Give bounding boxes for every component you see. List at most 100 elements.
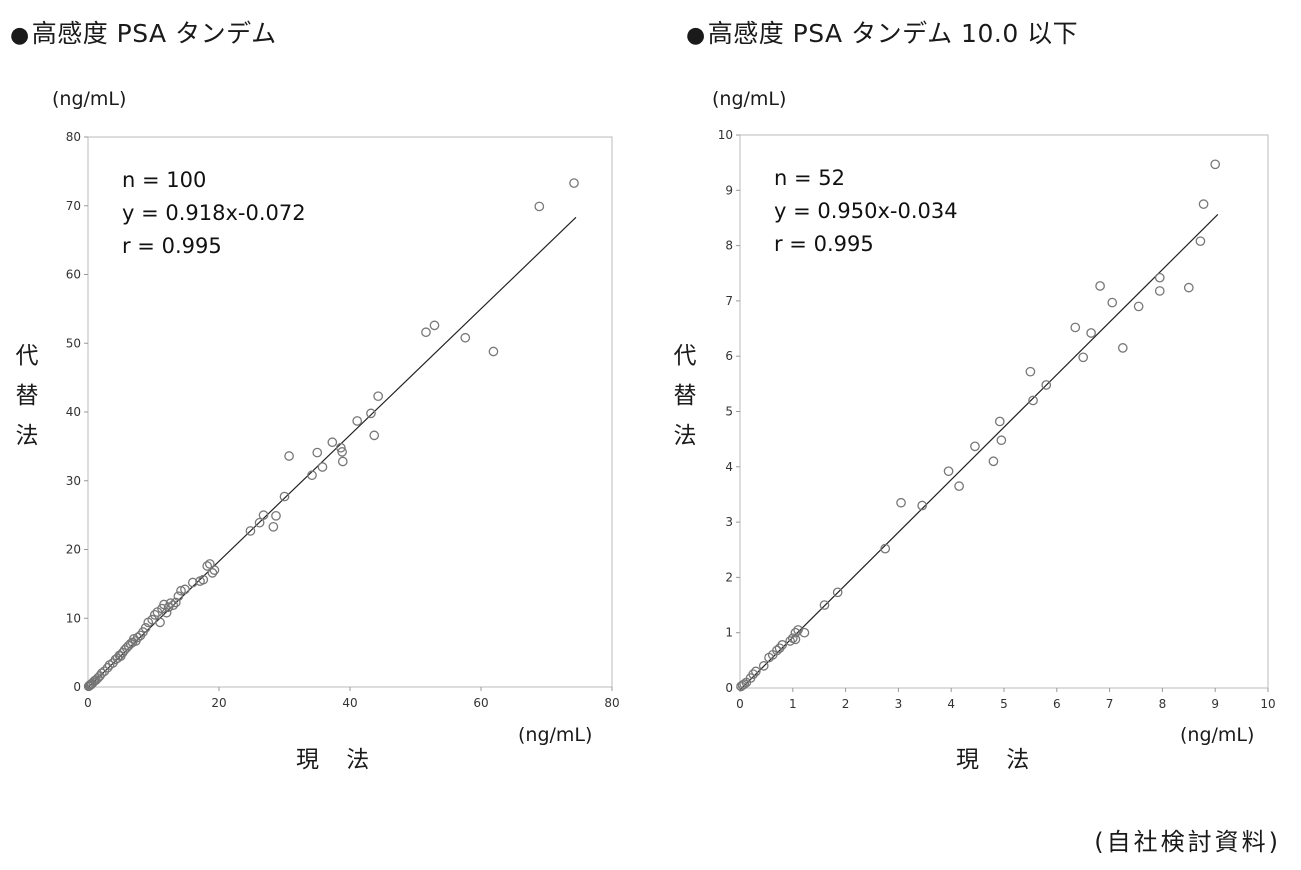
data-point — [202, 561, 213, 571]
y-tick-label: 60 — [66, 268, 81, 282]
data-point — [335, 442, 346, 453]
stats-line: r = 0.995 — [774, 232, 874, 256]
regression-line — [739, 214, 1219, 691]
data-point — [785, 636, 796, 646]
chart-title: ●高感度 PSA タンデム — [10, 14, 277, 50]
y-tick-label: 10 — [718, 128, 733, 142]
data-point — [1117, 343, 1128, 353]
scatter-plot-left: 0 10 20 30 40 50 60 70 80 0 20 40 60 80 n = 100 y = 0.9… — [66, 130, 620, 710]
data-point — [896, 497, 906, 508]
x-tick-label: 5 — [1000, 697, 1008, 711]
x-tick-label: 7 — [1106, 697, 1114, 711]
data-point — [170, 597, 181, 608]
chart-panel-left: ●高感度 PSA タンデム (ng/mL) 代 替 法 0 10 20 30 40 50 6… — [0, 0, 640, 800]
y-tick-label: 4 — [725, 460, 733, 474]
data-point — [125, 638, 136, 649]
data-point — [254, 517, 265, 528]
data-point — [1154, 272, 1165, 283]
y-axis-label-char: 代 — [673, 343, 697, 369]
data-point — [534, 201, 545, 212]
data-point — [307, 470, 317, 481]
regression-line — [87, 216, 577, 688]
data-point — [460, 332, 471, 343]
y-tick-label: 50 — [66, 336, 81, 350]
data-point — [1070, 322, 1081, 333]
data-point — [279, 491, 290, 502]
data-point — [429, 320, 440, 331]
scatter-plot-right: 0 1 2 3 4 5 6 7 8 9 10 0 1 2 3 4 5 6 7 8 9 10 n = 52 y = 0.950x… — [718, 128, 1276, 711]
data-point — [317, 462, 328, 472]
data-point — [268, 521, 279, 532]
data-point — [1095, 281, 1105, 291]
data-point — [917, 500, 928, 511]
data-point — [149, 609, 160, 620]
data-point — [1041, 380, 1052, 390]
stats-line: r = 0.995 — [122, 234, 222, 258]
data-point — [207, 568, 218, 578]
chart-title-text: 高感度 PSA タンデム — [31, 19, 277, 48]
y-axis-label-char: 法 — [673, 423, 697, 449]
data-point — [209, 565, 220, 575]
data-point — [198, 574, 209, 585]
data-point — [832, 587, 843, 598]
data-point — [284, 451, 294, 461]
data-point — [373, 391, 384, 402]
data-point — [1107, 297, 1118, 308]
data-point — [994, 416, 1005, 427]
data-point — [758, 661, 769, 671]
data-point — [880, 543, 891, 554]
x-tick-label: 80 — [604, 696, 619, 710]
x-axis-label: 現 法 — [296, 747, 380, 773]
data-point — [569, 178, 579, 188]
y-tick-label: 2 — [725, 570, 733, 584]
source-note: (自社検討資料) — [1094, 828, 1281, 856]
x-tick-label: 2 — [842, 697, 850, 711]
data-point — [750, 666, 761, 677]
data-point — [1195, 236, 1206, 247]
stats-line: n = 52 — [774, 166, 845, 190]
x-tick-label: 0 — [84, 696, 92, 710]
data-point — [366, 408, 376, 419]
x-axis-unit: (ng/mL) — [518, 724, 593, 746]
x-axis-label: 現 法 — [956, 747, 1040, 773]
data-point — [1133, 301, 1144, 312]
data-point — [245, 526, 256, 536]
chart-title-text: 高感度 PSA タンデム 10.0 以下 — [707, 19, 1079, 48]
data-point — [352, 416, 363, 426]
data-point — [168, 600, 178, 611]
data-point — [102, 662, 113, 673]
x-axis-unit: (ng/mL) — [1180, 724, 1255, 746]
y-tick-label: 9 — [725, 183, 733, 197]
chart-title: ●高感度 PSA タンデム 10.0 以下 — [686, 14, 1078, 50]
y-tick-label: 30 — [66, 474, 81, 488]
data-point — [180, 584, 190, 595]
y-axis-unit: (ng/mL) — [712, 88, 787, 110]
y-tick-label: 0 — [725, 681, 733, 695]
data-point — [774, 643, 785, 654]
data-point — [996, 435, 1007, 446]
data-point — [1086, 328, 1096, 338]
data-point — [943, 466, 954, 477]
data-point — [187, 577, 198, 588]
bullet-icon: ● — [686, 23, 706, 48]
data-point — [1154, 286, 1165, 296]
data-point — [140, 623, 151, 633]
y-axis-unit: (ng/mL) — [52, 88, 127, 110]
y-axis-label: 代 替 法 — [12, 336, 42, 456]
data-point — [337, 456, 348, 467]
data-point — [173, 591, 184, 602]
x-tick-label: 20 — [211, 696, 226, 710]
data-point — [312, 447, 323, 458]
y-axis-label: 代 替 法 — [670, 336, 700, 456]
data-point — [772, 645, 782, 656]
data-point — [790, 634, 801, 645]
data-point — [369, 430, 380, 441]
x-tick-label: 4 — [947, 697, 955, 711]
x-tick-label: 1 — [789, 697, 797, 711]
data-point — [1078, 352, 1089, 363]
x-tick-label: 0 — [736, 697, 744, 711]
y-axis-label-char: 替 — [673, 383, 697, 409]
data-point — [337, 447, 347, 457]
y-tick-label: 5 — [725, 405, 733, 419]
data-point — [739, 679, 750, 689]
